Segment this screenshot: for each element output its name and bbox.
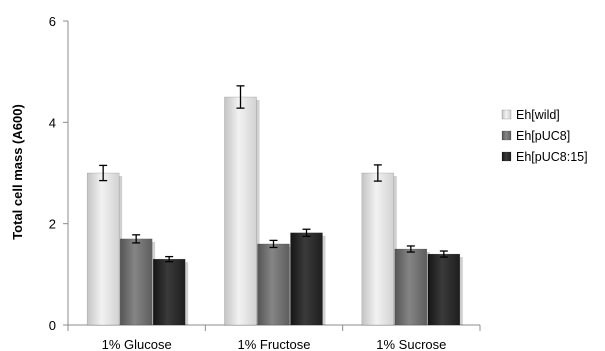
legend-label: Eh[pUC8:15]: [516, 150, 588, 164]
y-tick-label: 0: [49, 318, 56, 333]
y-tick-label: 6: [49, 14, 56, 29]
bar: [224, 96, 257, 326]
y-axis: 0 2 4 6: [49, 14, 69, 333]
legend-swatch: [501, 130, 512, 141]
bar: [290, 232, 323, 326]
category-label: 1% Sucrose: [376, 337, 446, 351]
bar: [257, 243, 290, 326]
y-tick-label: 2: [49, 217, 56, 232]
legend: Eh[wild] Eh[pUC8] Eh[pUC8:15]: [501, 108, 588, 164]
bar: [86, 172, 120, 326]
bar: [152, 258, 186, 326]
legend-swatch: [501, 151, 512, 162]
bar: [427, 253, 461, 326]
category-label: 1% Glucose: [102, 337, 172, 351]
category-label: 1% Fructose: [238, 337, 311, 351]
bar: [119, 238, 153, 326]
error-bars: [99, 85, 448, 263]
x-axis: 1% Glucose 1% Fructose 1% Sucrose: [67, 324, 481, 351]
bar: [361, 172, 395, 326]
bars: [86, 96, 463, 326]
y-axis-title: Total cell mass (A600): [10, 104, 25, 240]
legend-swatch: [501, 109, 512, 120]
legend-label: Eh[wild]: [516, 108, 560, 122]
y-tick-label: 4: [49, 115, 56, 130]
bar: [394, 248, 428, 326]
legend-label: Eh[pUC8]: [516, 129, 570, 143]
